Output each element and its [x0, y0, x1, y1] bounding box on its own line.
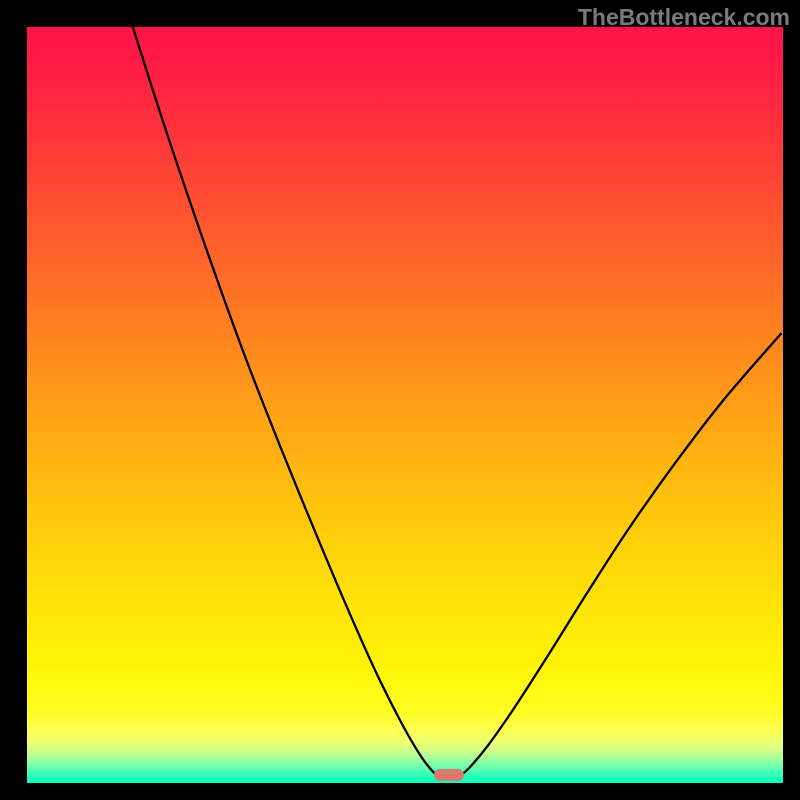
watermark-label: TheBottleneck.com — [578, 4, 790, 31]
curve-left-branch — [133, 27, 441, 778]
curve-right-branch — [458, 333, 782, 778]
optimum-marker — [434, 769, 464, 781]
chart-container: TheBottleneck.com — [0, 0, 800, 800]
plot-area — [27, 27, 783, 783]
bottleneck-curve — [27, 27, 783, 783]
